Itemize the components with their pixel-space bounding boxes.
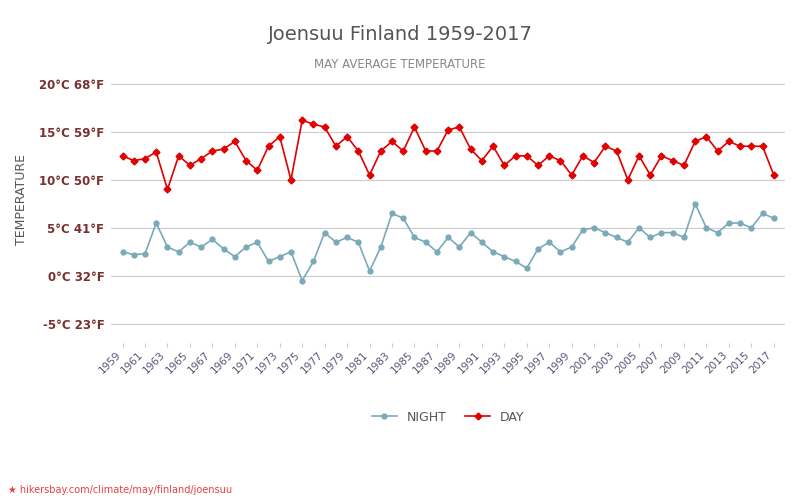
DAY [162, 186, 172, 192]
DAY [298, 118, 307, 124]
NIGHT [140, 251, 150, 257]
Text: ★ hikersbay.com/climate/may/finland/joensuu: ★ hikersbay.com/climate/may/finland/joen… [8, 485, 232, 495]
NIGHT [118, 249, 127, 255]
DAY [477, 158, 486, 164]
DAY [309, 121, 318, 127]
Line: NIGHT: NIGHT [120, 202, 776, 283]
NIGHT [601, 230, 610, 235]
NIGHT [185, 239, 194, 245]
Line: DAY: DAY [120, 118, 776, 192]
DAY [196, 156, 206, 162]
Y-axis label: TEMPERATURE: TEMPERATURE [15, 154, 28, 244]
NIGHT [286, 249, 296, 255]
NIGHT [690, 201, 700, 207]
DAY [140, 156, 150, 162]
NIGHT [298, 278, 307, 283]
Text: MAY AVERAGE TEMPERATURE: MAY AVERAGE TEMPERATURE [314, 58, 486, 70]
DAY [769, 172, 778, 178]
DAY [230, 138, 240, 144]
NIGHT [218, 246, 228, 252]
DAY [118, 153, 127, 159]
DAY [612, 148, 622, 154]
Legend: NIGHT, DAY: NIGHT, DAY [366, 406, 530, 429]
NIGHT [466, 230, 475, 235]
Text: Joensuu Finland 1959-2017: Joensuu Finland 1959-2017 [267, 25, 533, 44]
NIGHT [769, 215, 778, 221]
